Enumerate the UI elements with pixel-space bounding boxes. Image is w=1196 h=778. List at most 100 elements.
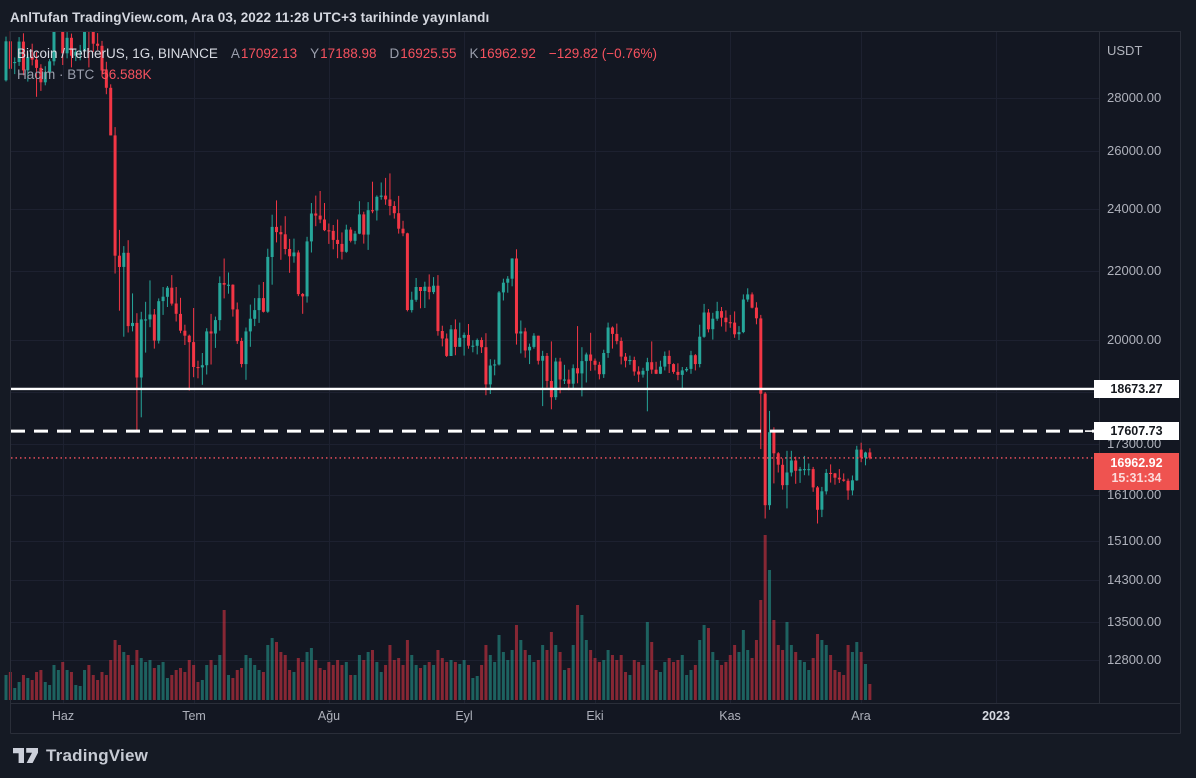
candle xyxy=(179,313,183,331)
candle-wick xyxy=(419,287,421,309)
volume-bar xyxy=(650,642,654,700)
volume-bar xyxy=(436,650,440,700)
volume-bar xyxy=(240,668,244,700)
price-tick-label: 26000.00 xyxy=(1107,143,1162,159)
candle xyxy=(637,371,641,375)
candle xyxy=(96,43,100,46)
volume-bar xyxy=(296,658,300,700)
candle-wick xyxy=(433,277,435,295)
candle xyxy=(397,213,401,229)
volume-bar xyxy=(43,682,47,700)
candle xyxy=(104,70,108,88)
volume-bar xyxy=(610,655,614,700)
volume-bar xyxy=(379,672,383,700)
candle xyxy=(811,469,815,488)
candle xyxy=(449,329,453,356)
candle xyxy=(567,379,571,384)
volume-bar xyxy=(514,625,518,700)
volume-bar xyxy=(375,662,379,700)
candle xyxy=(855,449,859,481)
volume-bar xyxy=(144,662,148,700)
volume-bar xyxy=(139,658,143,700)
candle-wick xyxy=(838,469,840,483)
volume-bar xyxy=(523,650,527,700)
volume-bar xyxy=(423,665,427,700)
volume-bar xyxy=(855,642,859,700)
volume-bar xyxy=(87,665,91,700)
volume-bar xyxy=(74,685,78,700)
candle xyxy=(35,59,39,68)
candle xyxy=(253,310,257,319)
candle xyxy=(619,341,623,357)
volume-bar xyxy=(663,662,667,700)
candle xyxy=(689,355,693,369)
volume-bar xyxy=(746,650,750,700)
legend-change: −129.82 (−0.76%) xyxy=(548,46,657,61)
time-tick-label: Ara xyxy=(851,709,871,723)
volume-bar xyxy=(842,675,846,700)
volume-bar xyxy=(589,650,593,700)
volume-bar xyxy=(741,630,745,700)
candle-wick xyxy=(371,181,373,214)
candle xyxy=(724,317,728,323)
volume-bar xyxy=(283,655,287,700)
candle xyxy=(340,243,344,252)
candle xyxy=(506,278,510,283)
candle xyxy=(52,31,56,62)
candle xyxy=(218,283,222,321)
volume-bar xyxy=(689,670,693,700)
volume-bar xyxy=(763,535,767,700)
candle xyxy=(379,195,383,197)
volume-bar xyxy=(545,650,549,700)
volume-bar xyxy=(480,665,484,700)
candle xyxy=(641,370,645,375)
volume-bar xyxy=(401,665,405,700)
candle xyxy=(296,252,300,295)
time-tick-label: Eyl xyxy=(455,709,473,723)
volume-bar xyxy=(519,640,523,700)
volume-bar xyxy=(353,675,357,700)
candle xyxy=(183,330,187,336)
candle xyxy=(187,335,191,343)
candle xyxy=(458,337,462,347)
volume-bar xyxy=(344,662,348,700)
volume-bar xyxy=(628,675,632,700)
tradingview-attribution-link[interactable]: TradingView xyxy=(13,746,148,766)
candle xyxy=(279,232,283,235)
volume-bar xyxy=(336,660,340,700)
candle xyxy=(170,287,174,304)
time-tick-label: Ağu xyxy=(317,709,341,723)
volume-bar xyxy=(528,655,532,700)
candle-wick xyxy=(402,220,404,237)
candle-wick xyxy=(520,320,522,354)
candle xyxy=(850,480,854,491)
volume-bar xyxy=(117,645,121,700)
candle xyxy=(624,356,628,361)
volume-bar xyxy=(685,675,689,700)
volume-bar xyxy=(309,648,313,700)
volume-bar xyxy=(698,640,702,700)
candle xyxy=(693,355,697,365)
candle-wick xyxy=(328,223,330,244)
volume-bar xyxy=(305,652,309,700)
candle xyxy=(117,255,121,267)
volume-bar xyxy=(615,660,619,700)
volume-bar xyxy=(17,682,21,700)
candle xyxy=(794,460,798,471)
volume-bar xyxy=(824,645,828,700)
volume-bar xyxy=(266,645,270,700)
volume-bar xyxy=(35,672,39,700)
time-tick-label: Eki xyxy=(586,709,604,723)
candle xyxy=(148,314,152,320)
volume-bar xyxy=(693,665,697,700)
candle xyxy=(436,285,440,332)
candle-wick xyxy=(494,359,496,376)
candle xyxy=(667,355,671,364)
candle-wick xyxy=(507,276,509,293)
volume-bar xyxy=(414,665,418,700)
volume-bar xyxy=(571,645,575,700)
candle-wick xyxy=(843,473,845,482)
candle-wick xyxy=(729,314,731,328)
symbol-title: Bitcoin / TetherUS, 1G, BINANCE xyxy=(17,46,218,61)
